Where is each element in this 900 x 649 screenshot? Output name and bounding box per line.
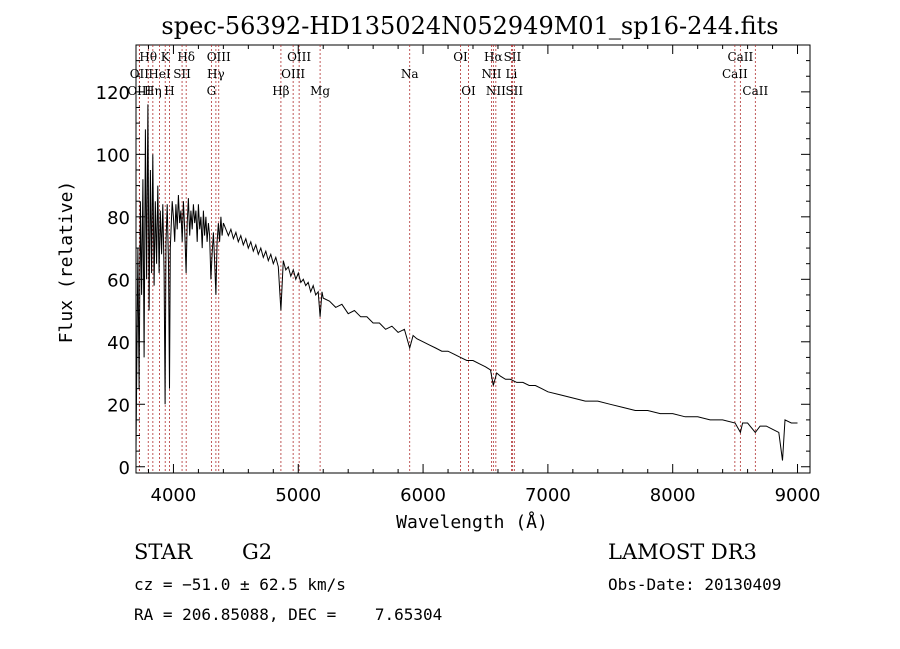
line-marker-label: OI <box>453 50 468 64</box>
survey-name: LAMOST DR3 <box>608 540 757 564</box>
line-marker-label: OIII <box>287 50 311 64</box>
observation-date: Obs-Date: 20130409 <box>608 575 781 594</box>
line-marker-label: OIII <box>281 67 305 81</box>
y-tick-label: 40 <box>107 333 130 354</box>
emission-line-labels: Hθ OII OIII K HeI Hη H Hδ SII OIII Hγ G Hβ OIII OIII Mg… <box>127 50 768 98</box>
line-marker-label: HeI <box>148 67 171 81</box>
plot-frame <box>135 44 811 474</box>
line-marker-label: Hγ <box>207 67 225 81</box>
y-axis-label: Flux (relative) <box>56 181 77 344</box>
line-marker-label: Hδ <box>177 50 195 64</box>
line-marker-label: SII <box>505 84 523 98</box>
spectrum-series-line <box>135 104 798 461</box>
y-axis-ticks: 0 20 40 60 80 100 120 <box>96 60 810 479</box>
object-type: STAR <box>134 540 193 564</box>
line-marker-label: CaII <box>722 67 748 81</box>
line-marker-label: OIII <box>127 84 151 98</box>
line-marker-label: Na <box>401 67 419 81</box>
line-marker-label: CaII <box>727 50 753 64</box>
line-marker-label: OII <box>130 67 150 81</box>
line-marker-label: SII <box>504 50 522 64</box>
x-tick-label: 6000 <box>400 485 446 506</box>
line-marker-label: NII <box>481 67 501 81</box>
line-marker-label: OI <box>461 84 476 98</box>
y-tick-label: 0 <box>119 458 130 479</box>
line-marker-label: Mg <box>310 84 330 98</box>
y-tick-label: 80 <box>107 208 130 229</box>
line-marker-label: SII <box>173 67 191 81</box>
line-marker-label: K <box>161 50 171 64</box>
line-marker-label: Hβ <box>272 84 289 98</box>
line-marker-label: G <box>207 84 217 98</box>
y-tick-label: 100 <box>96 145 130 166</box>
spectral-subclass: G2 <box>242 540 272 564</box>
y-tick-label: 60 <box>107 270 130 291</box>
x-tick-label: 9000 <box>775 485 821 506</box>
chart-title: spec-56392-HD135024N052949M01_sp16-244.f… <box>161 12 778 40</box>
line-marker-label: NII <box>486 84 506 98</box>
line-marker-label: CaII <box>742 84 768 98</box>
x-tick-label: 8000 <box>650 485 696 506</box>
redshift-velocity: cz = −51.0 ± 62.5 km/s <box>134 575 346 594</box>
y-tick-label: 120 <box>96 83 130 104</box>
line-marker-label: OIII <box>207 50 231 64</box>
x-tick-label: 5000 <box>275 485 321 506</box>
y-tick-label: 20 <box>107 395 130 416</box>
emission-line-markers <box>138 45 756 473</box>
x-axis-label: Wavelength (Å) <box>396 511 548 533</box>
line-marker-label: Hα <box>484 50 503 64</box>
coordinates: RA = 206.85088, DEC = 7.65304 <box>134 605 442 624</box>
x-tick-label: 4000 <box>151 485 197 506</box>
line-marker-label: Li <box>506 67 518 81</box>
line-marker-label: Hθ <box>139 50 157 64</box>
line-marker-label: H <box>164 84 174 98</box>
x-axis-ticks: 4000 5000 6000 7000 8000 9000 <box>147 45 821 506</box>
x-tick-label: 7000 <box>525 485 571 506</box>
line-marker-label: Hη <box>144 84 162 98</box>
